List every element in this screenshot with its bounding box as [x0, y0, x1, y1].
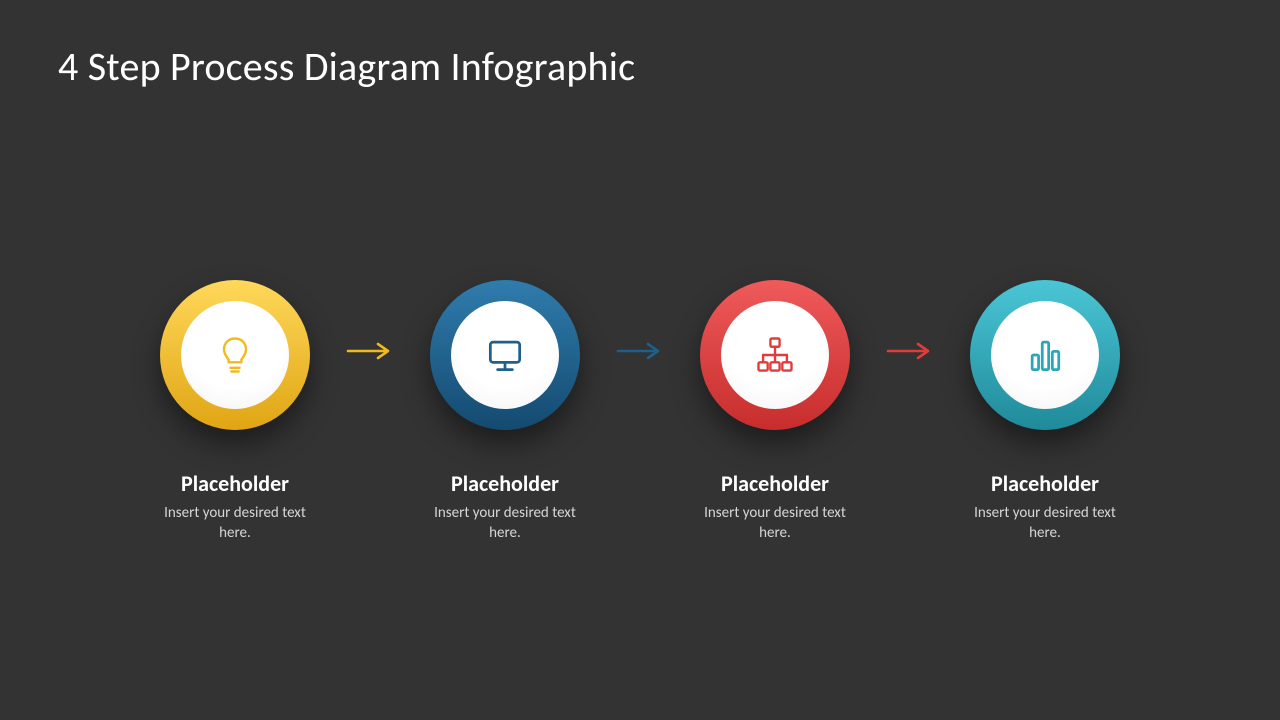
arrow-right-icon	[614, 341, 666, 361]
step-4-desc: Insert your desired text here.	[940, 503, 1150, 544]
step-2	[400, 280, 610, 430]
step-3-labels: Placeholder Insert your desired text her…	[670, 470, 880, 544]
step-2-desc: Insert your desired text here.	[400, 503, 610, 544]
slide: 4 Step Process Diagram Infographic	[0, 0, 1280, 720]
step-1-title: Placeholder	[130, 470, 340, 497]
labels-row: Placeholder Insert your desired text her…	[0, 470, 1280, 544]
process-row	[0, 280, 1280, 430]
step-4-labels: Placeholder Insert your desired text her…	[940, 470, 1150, 544]
step-2-title: Placeholder	[400, 470, 610, 497]
step-1	[130, 280, 340, 430]
step-2-labels: Placeholder Insert your desired text her…	[400, 470, 610, 544]
arrow-right-icon	[344, 341, 396, 361]
monitor-icon	[483, 333, 527, 377]
step-1-labels: Placeholder Insert your desired text her…	[130, 470, 340, 544]
arrow-3	[880, 341, 940, 361]
step-3-ring	[700, 280, 850, 430]
step-4-title: Placeholder	[940, 470, 1150, 497]
step-4-ring	[970, 280, 1120, 430]
step-1-ring	[160, 280, 310, 430]
lightbulb-icon	[213, 333, 257, 377]
step-1-inner	[181, 301, 289, 409]
step-3	[670, 280, 880, 430]
arrow-1	[340, 341, 400, 361]
step-3-title: Placeholder	[670, 470, 880, 497]
org-chart-icon	[753, 333, 797, 377]
step-1-desc: Insert your desired text here.	[130, 503, 340, 544]
step-2-inner	[451, 301, 559, 409]
bar-chart-icon	[1023, 333, 1067, 377]
step-3-desc: Insert your desired text here.	[670, 503, 880, 544]
step-4-inner	[991, 301, 1099, 409]
step-4	[940, 280, 1150, 430]
arrow-2	[610, 341, 670, 361]
step-2-ring	[430, 280, 580, 430]
step-3-inner	[721, 301, 829, 409]
arrow-right-icon	[884, 341, 936, 361]
slide-title: 4 Step Process Diagram Infographic	[58, 42, 635, 91]
